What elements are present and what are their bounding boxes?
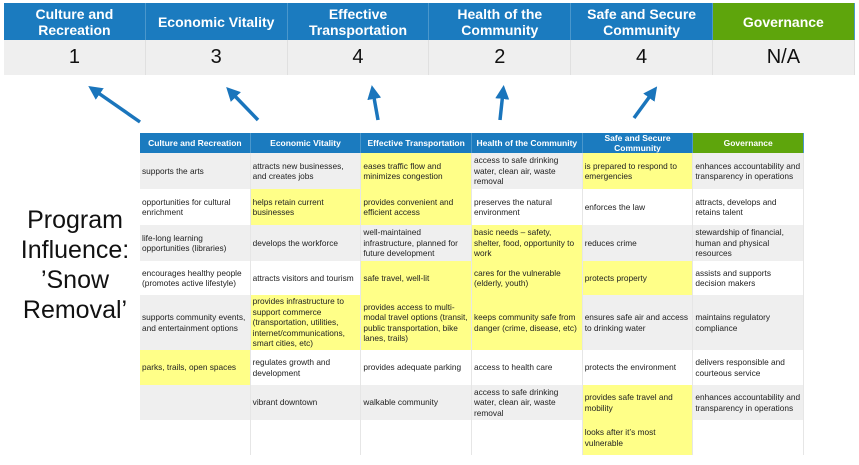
matrix-header: Health of the Community: [472, 133, 583, 153]
matrix-cell: delivers responsible and courteous servi…: [693, 350, 805, 385]
matrix-cell: access to safe drinking water, clean air…: [472, 153, 583, 189]
matrix-cell: protects the environment: [582, 350, 694, 385]
summary-header: Culture and Recreation: [4, 3, 146, 40]
matrix-row: vibrant downtown walkable community access…: [140, 385, 805, 420]
matrix-cell: attracts new businesses, and creates job…: [250, 153, 362, 189]
matrix-header: Governance: [693, 133, 805, 153]
program-title: Program Influence: ’Snow Removal’: [20, 206, 130, 324]
arrow-icon: [88, 86, 141, 124]
matrix-header: Economic Vitality: [250, 133, 362, 153]
matrix-header: Safe and Secure Community: [582, 133, 694, 153]
matrix-cell: cares for the vulnerable (elderly, youth…: [472, 261, 583, 295]
matrix-cell: [693, 420, 805, 455]
matrix-cell: regulates growth and development: [250, 350, 362, 385]
matrix-cell: basic needs – safety, shelter, food, opp…: [472, 225, 583, 261]
summary-header: Governance: [712, 3, 855, 40]
summary-score: 2: [429, 40, 572, 75]
matrix-row: opportunities for cultural enrichment hel…: [140, 189, 805, 225]
arrow-icon: [367, 85, 382, 121]
summary-header: Safe and Secure Community: [571, 3, 713, 40]
score-summary-table: Culture and Recreation Economic Vitality E…: [4, 3, 855, 75]
matrix-header: Culture and Recreation: [140, 133, 251, 153]
matrix-cell: eases traffic flow and minimizes congest…: [361, 153, 473, 189]
matrix-cell: preserves the natural environment: [472, 189, 583, 225]
matrix-cell: well-maintained infrastructure, planned …: [361, 225, 473, 261]
matrix-row: parks, trails, open spaces regulates grow…: [140, 350, 805, 385]
influence-matrix: Culture and Recreation Economic Vitality E…: [140, 133, 805, 455]
matrix-row: supports community events, and entertain…: [140, 295, 805, 350]
matrix-cell: stewardship of financial, human and phys…: [693, 225, 805, 261]
matrix-cell: provides infrastructure to support comme…: [250, 295, 362, 350]
summary-score: 1: [4, 40, 146, 75]
matrix-cell: maintains regulatory compliance: [693, 295, 805, 350]
matrix-cell: safe travel, well-lit: [361, 261, 473, 295]
summary-header: Health of the Community: [429, 3, 572, 40]
summary-score: N/A: [712, 40, 855, 75]
matrix-cell: looks after it’s most vulnerable: [582, 420, 694, 455]
matrix-cell: life-long learning opportunities (librar…: [140, 225, 251, 261]
summary-score: 4: [287, 40, 430, 75]
arrows: [88, 85, 658, 124]
matrix-cell: [250, 420, 362, 455]
matrix-header-row: Culture and Recreation Economic Vitality E…: [140, 133, 805, 153]
matrix-cell: walkable community: [361, 385, 473, 420]
matrix-cell: helps retain current businesses: [250, 189, 362, 225]
matrix-row: encourages healthy people (promotes acti…: [140, 261, 805, 295]
matrix-cell: provides safe travel and mobility: [582, 385, 694, 420]
matrix-cell: [361, 420, 473, 455]
matrix-cell: access to health care: [472, 350, 583, 385]
matrix-cell: enhances accountability and transparency…: [693, 153, 805, 189]
summary-score: 3: [145, 40, 288, 75]
matrix-cell: reduces crime: [582, 225, 694, 261]
arrow-icon: [632, 86, 658, 120]
matrix-cell: encourages healthy people (promotes acti…: [140, 261, 251, 295]
summary-header: Effective Transportation: [287, 3, 430, 40]
matrix-cell: attracts visitors and tourism: [250, 261, 362, 295]
matrix-cell: opportunities for cultural enrichment: [140, 189, 251, 225]
matrix-cell: [140, 420, 251, 455]
matrix-cell: vibrant downtown: [250, 385, 362, 420]
matrix-cell: provides convenient and efficient access: [361, 189, 473, 225]
summary-score: 4: [571, 40, 713, 75]
matrix-row: supports the arts attracts new businesses…: [140, 153, 805, 189]
matrix-cell: provides access to multi-modal travel op…: [361, 295, 473, 350]
matrix-cell: provides adequate parking: [361, 350, 473, 385]
matrix-cell: attracts, develops and retains talent: [693, 189, 805, 225]
matrix-cell: supports the arts: [140, 153, 251, 189]
matrix-cell: supports community events, and entertain…: [140, 295, 251, 350]
matrix-cell: keeps community safe from danger (crime,…: [472, 295, 583, 350]
matrix-cell: access to safe drinking water, clean air…: [472, 385, 583, 420]
matrix-row: life-long learning opportunities (librar…: [140, 225, 805, 261]
matrix-cell: assists and supports decision makers: [693, 261, 805, 295]
arrow-icon: [226, 86, 260, 122]
arrow-icon: [495, 85, 510, 121]
summary-header: Economic Vitality: [145, 3, 288, 40]
matrix-cell: ensures safe air and access to drinking …: [582, 295, 694, 350]
matrix-row: looks after it’s most vulnerable: [140, 420, 805, 455]
matrix-cell: is prepared to respond to emergencies: [582, 153, 694, 189]
matrix-cell: parks, trails, open spaces: [140, 350, 251, 385]
matrix-header: Effective Transportation: [361, 133, 473, 153]
matrix-cell: [140, 385, 251, 420]
matrix-cell: develops the workforce: [250, 225, 362, 261]
matrix-cell: enhances accountability and transparency…: [693, 385, 805, 420]
matrix-cell: [472, 420, 583, 455]
matrix-cell: protects property: [582, 261, 694, 295]
matrix-cell: enforces the law: [582, 189, 694, 225]
